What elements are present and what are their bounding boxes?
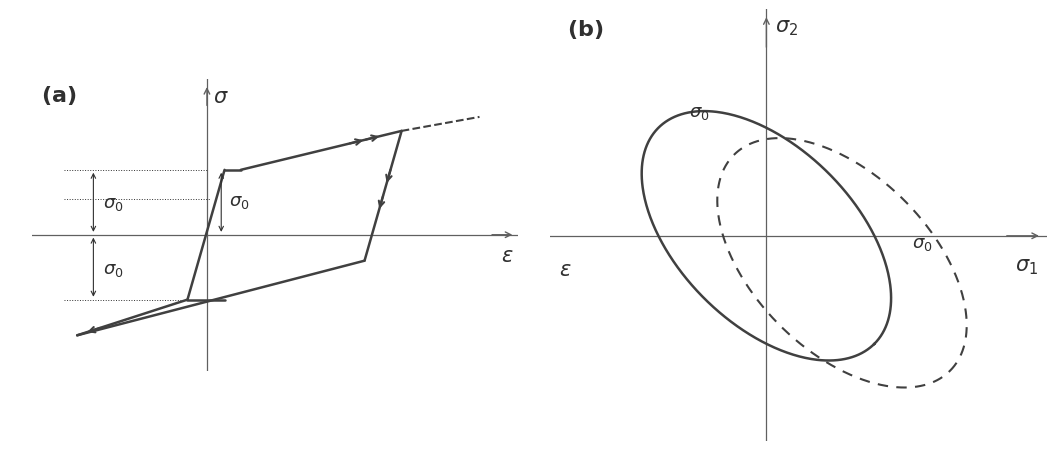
Text: $\sigma$: $\sigma$ [214,87,230,107]
Text: $\sigma_1$: $\sigma_1$ [1016,257,1039,277]
Text: $\mathbf{(b)}$: $\mathbf{(b)}$ [567,18,603,40]
Text: $\varepsilon$: $\varepsilon$ [559,260,571,279]
Text: $\varepsilon$: $\varepsilon$ [500,247,513,266]
Text: $\sigma_0$: $\sigma_0$ [103,194,124,212]
Text: $\sigma_0$: $\sigma_0$ [103,261,124,279]
Text: $\sigma_2$: $\sigma_2$ [776,18,798,38]
Text: $\sigma_0$: $\sigma_0$ [689,104,710,122]
Text: $\sigma_0$: $\sigma_0$ [912,235,933,253]
Text: $\sigma_0$: $\sigma_0$ [229,194,250,212]
Text: $\mathbf{(a)}$: $\mathbf{(a)}$ [41,84,77,107]
